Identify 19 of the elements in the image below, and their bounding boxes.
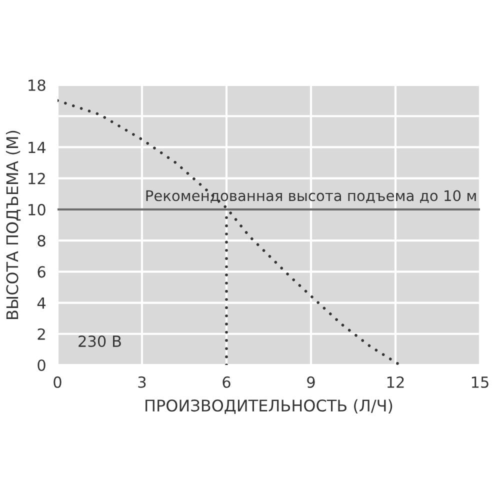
x-tick-label: 6: [222, 376, 230, 388]
y-tick-label: 18: [28, 79, 46, 92]
y-axis-title: ВЫСОТА ПОДЪЕМА (М): [6, 130, 21, 319]
y-tick-label: 12: [28, 172, 45, 184]
x-tick-label: 15: [472, 376, 488, 388]
ref-line-label: Рекомендованная высота подъема до 10 м: [146, 190, 476, 203]
y-tick-label: 0: [38, 359, 46, 372]
y-tick-label: 6: [38, 266, 46, 278]
y-tick-label: 8: [38, 235, 46, 247]
y-tick-label: 4: [37, 297, 46, 309]
x-tick-label: 12: [387, 376, 404, 388]
y-tick-label: 14: [28, 142, 46, 154]
x-tick-label: 3: [138, 376, 146, 388]
x-axis-title: ПРОИЗВОДИТЕЛЬНОСТЬ (Л/Ч): [146, 399, 392, 414]
annotation: 230 В: [78, 335, 121, 348]
x-tick-label: 9: [307, 376, 315, 388]
y-tick-label: 2: [38, 328, 45, 340]
x-tick-label: 0: [54, 376, 62, 388]
y-tick-label: 10: [28, 204, 46, 216]
